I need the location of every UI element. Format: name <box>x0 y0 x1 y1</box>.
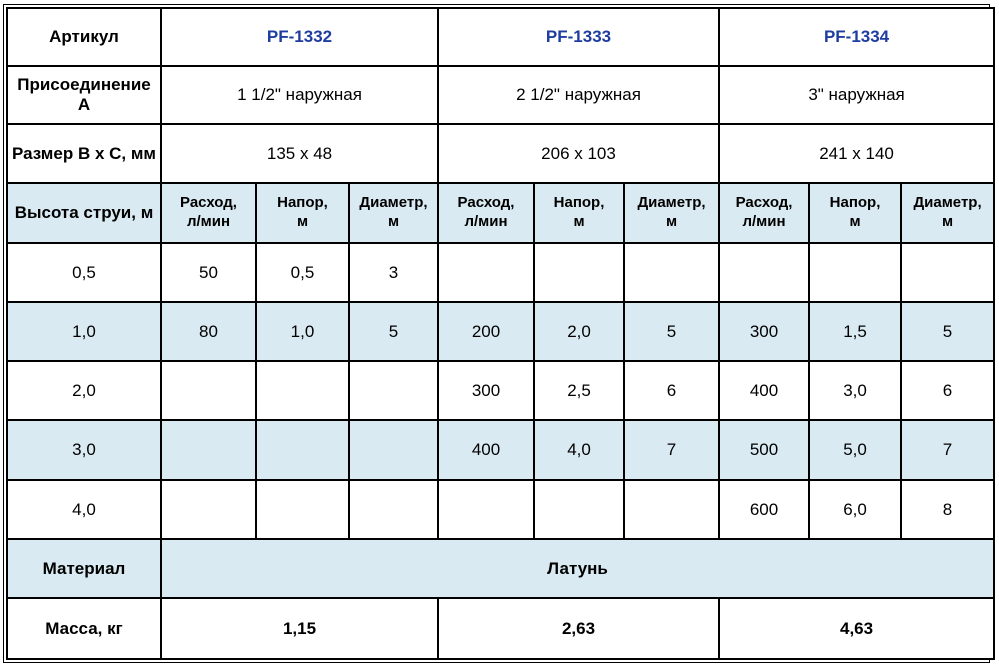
cell-value: 6,0 <box>808 479 903 540</box>
cell-value: 50 <box>160 242 257 303</box>
col-header-flow: Расход, л/мин <box>160 182 257 244</box>
cell-value: 5 <box>623 301 721 362</box>
row-label-artikul: Артикул <box>6 7 162 67</box>
connection-value: 1 1/2" наружная <box>159 65 440 125</box>
col-header-diameter: Диаметр, м <box>347 182 440 244</box>
size-value: 241 x 140 <box>718 123 996 184</box>
row-mass: Масса, кг 1,15 2,63 4,63 <box>6 597 996 660</box>
connection-value: 3" наружная <box>718 65 996 125</box>
cell-value: 5 <box>900 301 996 362</box>
cell-value: 300 <box>437 360 536 421</box>
cell-value: 6 <box>900 360 996 421</box>
cell-value: 600 <box>718 479 811 540</box>
cell-value: 7 <box>623 419 721 481</box>
row-connection: Присоединение А 1 1/2" наружная 2 1/2" н… <box>6 65 996 125</box>
cell-value: 500 <box>718 419 811 481</box>
cell-value <box>160 419 257 481</box>
cell-value: 0,5 <box>255 242 350 303</box>
product-spec-table: Артикул PF-1332 PF-1333 PF-1334 Присоеди… <box>6 7 996 660</box>
cell-value <box>437 479 536 540</box>
col-header-flow: Расход, л/мин <box>718 182 811 244</box>
size-value: 135 x 48 <box>159 123 440 184</box>
cell-value: 3,0 <box>808 360 903 421</box>
product-code-pf1334: PF-1334 <box>718 7 996 67</box>
jet-height-value: 3,0 <box>6 419 162 481</box>
cell-value <box>533 479 626 540</box>
row-size: Размер B x C, мм 135 x 48 206 x 103 241 … <box>6 123 996 184</box>
cell-value: 80 <box>160 301 257 362</box>
cell-value: 3 <box>347 242 440 303</box>
cell-value: 6 <box>623 360 721 421</box>
cell-value <box>255 419 350 481</box>
row-label-size: Размер B x C, мм <box>6 123 162 184</box>
jet-height-value: 2,0 <box>6 360 162 421</box>
row-artikul: Артикул PF-1332 PF-1333 PF-1334 <box>6 7 996 67</box>
row-label-material: Материал <box>6 538 162 599</box>
cell-value <box>623 479 721 540</box>
col-header-head: Напор, м <box>255 182 350 244</box>
col-header-flow: Расход, л/мин <box>437 182 536 244</box>
cell-value: 400 <box>437 419 536 481</box>
cell-value: 200 <box>437 301 536 362</box>
cell-value: 4,0 <box>533 419 626 481</box>
row-label-mass: Масса, кг <box>6 597 162 660</box>
cell-value: 5,0 <box>808 419 903 481</box>
data-row-4-0: 4,0 600 6,0 8 <box>6 479 996 540</box>
data-row-0-5: 0,5 50 0,5 3 <box>6 242 996 303</box>
cell-value <box>347 479 440 540</box>
cell-value <box>347 419 440 481</box>
cell-value <box>623 242 721 303</box>
row-material: Материал Латунь <box>6 538 996 599</box>
product-code-pf1332: PF-1332 <box>159 7 440 67</box>
material-value: Латунь <box>159 538 996 599</box>
jet-height-value: 4,0 <box>6 479 162 540</box>
cell-value <box>900 242 996 303</box>
cell-value <box>160 479 257 540</box>
cell-value: 1,0 <box>255 301 350 362</box>
mass-value: 4,63 <box>718 597 996 660</box>
cell-value <box>808 242 903 303</box>
cell-value: 5 <box>347 301 440 362</box>
connection-value: 2 1/2" наружная <box>437 65 721 125</box>
cell-value <box>533 242 626 303</box>
cell-value: 400 <box>718 360 811 421</box>
size-value: 206 x 103 <box>437 123 721 184</box>
cell-value <box>255 360 350 421</box>
cell-value <box>437 242 536 303</box>
jet-height-value: 0,5 <box>6 242 162 303</box>
cell-value: 7 <box>900 419 996 481</box>
cell-value: 300 <box>718 301 811 362</box>
data-row-3-0: 3,0 400 4,0 7 500 5,0 7 <box>6 419 996 481</box>
col-header-diameter: Диаметр, м <box>900 182 996 244</box>
cell-value: 2,5 <box>533 360 626 421</box>
mass-value: 2,63 <box>437 597 721 660</box>
cell-value <box>347 360 440 421</box>
spec-table-frame: Артикул PF-1332 PF-1333 PF-1334 Присоеди… <box>3 4 996 663</box>
cell-value: 8 <box>900 479 996 540</box>
cell-value: 2,0 <box>533 301 626 362</box>
cell-value <box>160 360 257 421</box>
product-code-pf1333: PF-1333 <box>437 7 721 67</box>
row-column-headers: Высота струи, м Расход, л/мин Напор, м Д… <box>6 182 996 244</box>
cell-value: 1,5 <box>808 301 903 362</box>
col-header-head: Напор, м <box>533 182 626 244</box>
cell-value <box>255 479 350 540</box>
col-header-diameter: Диаметр, м <box>623 182 721 244</box>
row-label-connection: Присоединение А <box>6 65 162 125</box>
data-row-2-0: 2,0 300 2,5 6 400 3,0 6 <box>6 360 996 421</box>
mass-value: 1,15 <box>159 597 440 660</box>
row-label-jet-height: Высота струи, м <box>6 182 162 244</box>
cell-value <box>718 242 811 303</box>
jet-height-value: 1,0 <box>6 301 162 362</box>
data-row-1-0: 1,0 80 1,0 5 200 2,0 5 300 1,5 5 <box>6 301 996 362</box>
col-header-head: Напор, м <box>808 182 903 244</box>
